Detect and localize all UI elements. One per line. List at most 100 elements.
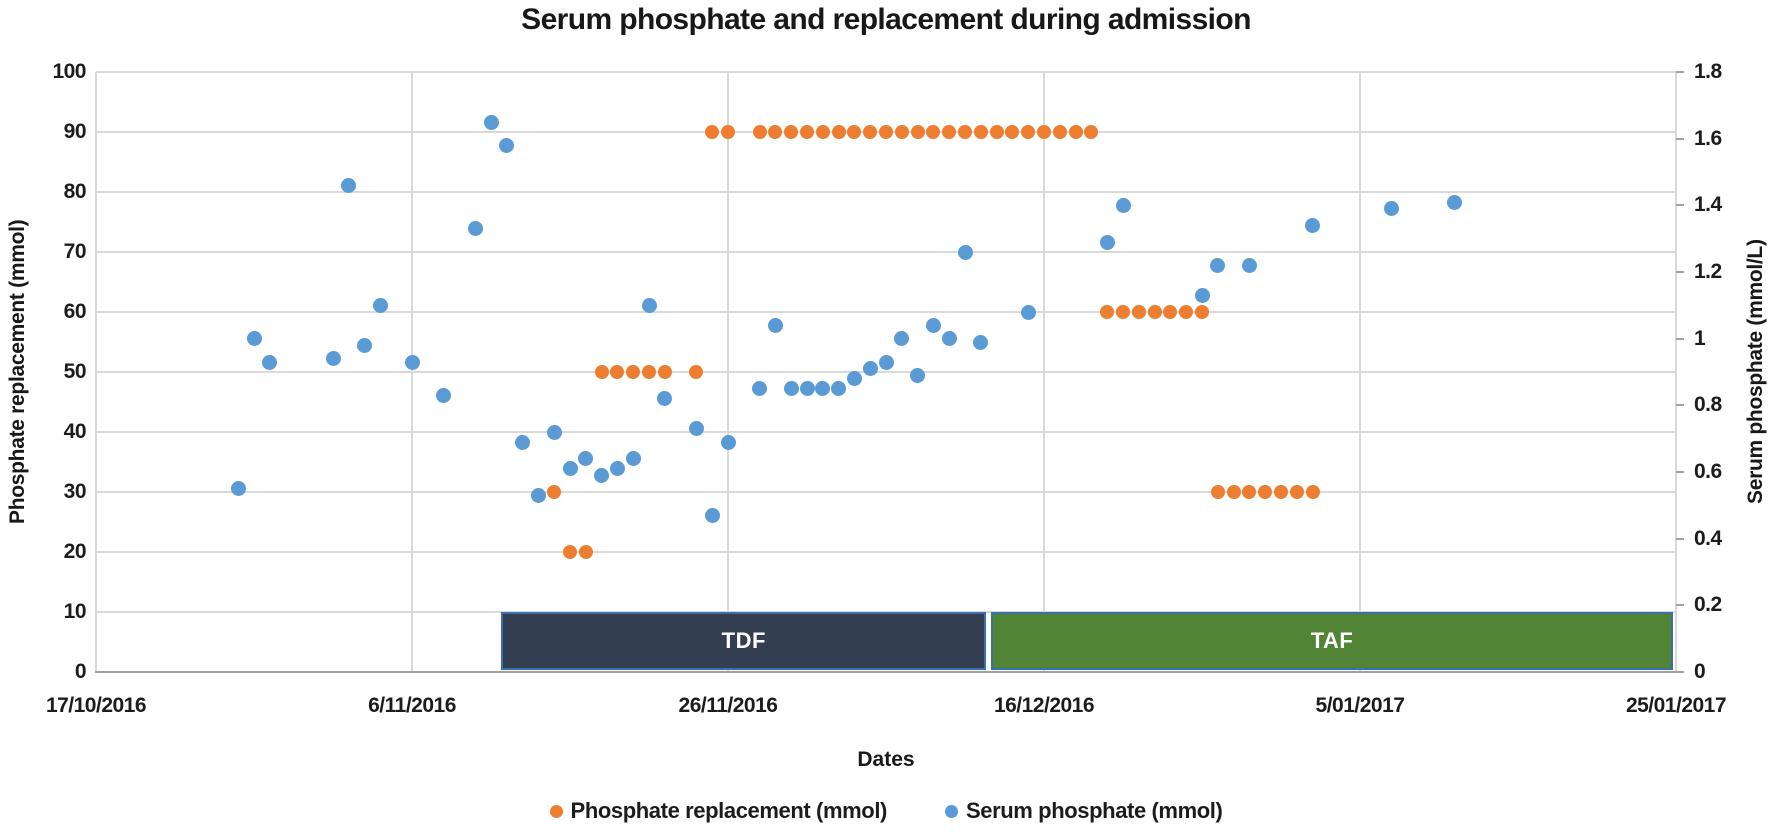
data-point-serum-phosphate (941, 331, 957, 347)
x-axis-line (95, 671, 1677, 673)
data-point-phosphate-replacement (1131, 305, 1146, 319)
x-axis-tick-label: 25/01/2017 (1625, 694, 1727, 717)
data-point-serum-phosphate (499, 137, 515, 153)
data-point-phosphate-replacement (863, 125, 878, 139)
y-axis-right-tick-mark (1676, 337, 1684, 340)
data-point-phosphate-replacement (1289, 485, 1304, 499)
data-point-serum-phosphate (1115, 197, 1131, 213)
data-point-serum-phosphate (1305, 217, 1321, 233)
data-point-serum-phosphate (578, 451, 594, 467)
data-point-serum-phosphate (436, 387, 452, 403)
data-point-phosphate-replacement (1242, 485, 1257, 499)
data-point-phosphate-replacement (1116, 305, 1130, 319)
data-point-phosphate-replacement (926, 125, 941, 139)
y-axis-right-tick-mark (1676, 537, 1684, 540)
data-point-serum-phosphate (357, 337, 373, 353)
data-point-phosphate-replacement (642, 365, 656, 379)
y-axis-right-title: Serum phosphate (mmol/L) (1744, 239, 1767, 505)
y-axis-left-tick-label: 90 (63, 120, 87, 143)
y-axis-left-tick-label: 50 (63, 360, 87, 383)
data-point-phosphate-replacement (1210, 485, 1225, 499)
h-gridline (96, 491, 1676, 493)
data-point-phosphate-replacement (563, 545, 577, 559)
y-axis-right-tick-label: 0.8 (1694, 393, 1722, 417)
data-point-phosphate-replacement (768, 125, 783, 139)
x-axis-tick-label: 26/11/2016 (678, 694, 778, 717)
data-point-phosphate-replacement (721, 125, 735, 139)
legend-marker-serum-icon (944, 804, 958, 818)
data-point-phosphate-replacement (1052, 125, 1067, 139)
data-point-phosphate-replacement (989, 125, 1004, 139)
data-point-phosphate-replacement (1100, 305, 1115, 319)
x-axis-tick-label: 17/10/2016 (45, 694, 147, 717)
h-gridline (96, 551, 1676, 553)
data-point-serum-phosphate (894, 331, 910, 347)
data-point-phosphate-replacement (689, 365, 704, 379)
data-point-phosphate-replacement (705, 125, 720, 139)
data-point-serum-phosphate (467, 221, 483, 237)
y-axis-right-tick-mark (1676, 404, 1684, 407)
v-gridline (1675, 72, 1677, 672)
legend-marker-replacement-icon (549, 804, 563, 818)
data-point-serum-phosphate (862, 361, 878, 377)
y-axis-right-tick-label: 1.4 (1694, 193, 1722, 217)
y-axis-left-tick-label: 70 (63, 240, 87, 263)
data-point-serum-phosphate (1447, 194, 1463, 210)
x-axis-tick-label: 6/11/2016 (368, 694, 456, 717)
data-point-phosphate-replacement (831, 125, 846, 139)
data-point-serum-phosphate (325, 351, 341, 367)
data-point-serum-phosphate (404, 354, 420, 370)
band-taf: TAF (991, 612, 1673, 670)
data-point-phosphate-replacement (1005, 125, 1020, 139)
data-point-serum-phosphate (530, 487, 546, 503)
data-point-serum-phosphate (799, 381, 815, 397)
data-point-phosphate-replacement (578, 545, 593, 559)
y-axis-right-tick-mark (1676, 71, 1684, 73)
y-axis-right-tick-label: 0.4 (1694, 526, 1722, 550)
h-gridline (96, 371, 1676, 373)
data-point-serum-phosphate (483, 114, 499, 130)
data-point-phosphate-replacement (942, 125, 957, 139)
y-axis-left-tick-label: 20 (63, 540, 87, 563)
data-point-phosphate-replacement (1258, 485, 1273, 499)
v-gridline (95, 72, 97, 672)
data-point-phosphate-replacement (1084, 125, 1099, 139)
data-point-phosphate-replacement (1163, 305, 1178, 319)
y-axis-right-tick-label: 1 (1694, 326, 1706, 350)
y-axis-right-tick-mark (1676, 271, 1684, 273)
y-axis-left-tick-label: 100 (52, 60, 86, 83)
data-point-serum-phosphate (704, 507, 720, 523)
y-axis-left-tick-label: 80 (63, 180, 87, 203)
data-point-serum-phosphate (594, 467, 610, 483)
data-point-serum-phosphate (783, 381, 799, 397)
y-axis-left-tick-label: 10 (63, 600, 87, 623)
y-axis-right-tick-mark (1676, 471, 1684, 473)
data-point-serum-phosphate (262, 354, 278, 370)
data-point-phosphate-replacement (894, 125, 909, 139)
y-axis-left-tick-label: 40 (63, 420, 87, 443)
data-point-serum-phosphate (1020, 304, 1036, 320)
data-point-phosphate-replacement (1226, 485, 1241, 499)
data-point-phosphate-replacement (958, 125, 972, 139)
h-gridline (96, 251, 1676, 253)
legend-item-serum-phosphate: Serum phosphate (mmol) (944, 798, 1223, 824)
data-point-phosphate-replacement (815, 125, 830, 139)
x-axis-title: Dates (857, 748, 915, 771)
data-point-serum-phosphate (546, 424, 562, 440)
data-point-serum-phosphate (341, 177, 357, 193)
data-point-serum-phosphate (230, 481, 246, 497)
data-point-phosphate-replacement (1021, 125, 1036, 139)
y-axis-right-tick-mark (1676, 604, 1684, 607)
y-axis-right-tick-mark (1676, 671, 1684, 673)
y-axis-right-tick-label: 1.6 (1694, 126, 1722, 150)
data-point-phosphate-replacement (1305, 485, 1320, 499)
data-point-serum-phosphate (1384, 201, 1400, 217)
data-point-serum-phosphate (1241, 257, 1257, 273)
v-gridline (727, 72, 729, 672)
data-point-phosphate-replacement (879, 125, 893, 139)
y-axis-left-tick-label: 30 (63, 480, 87, 503)
data-point-serum-phosphate (1099, 234, 1115, 250)
legend-item-phosphate-replacement: Phosphate replacement (mmol) (549, 798, 887, 824)
h-gridline (96, 71, 1676, 73)
